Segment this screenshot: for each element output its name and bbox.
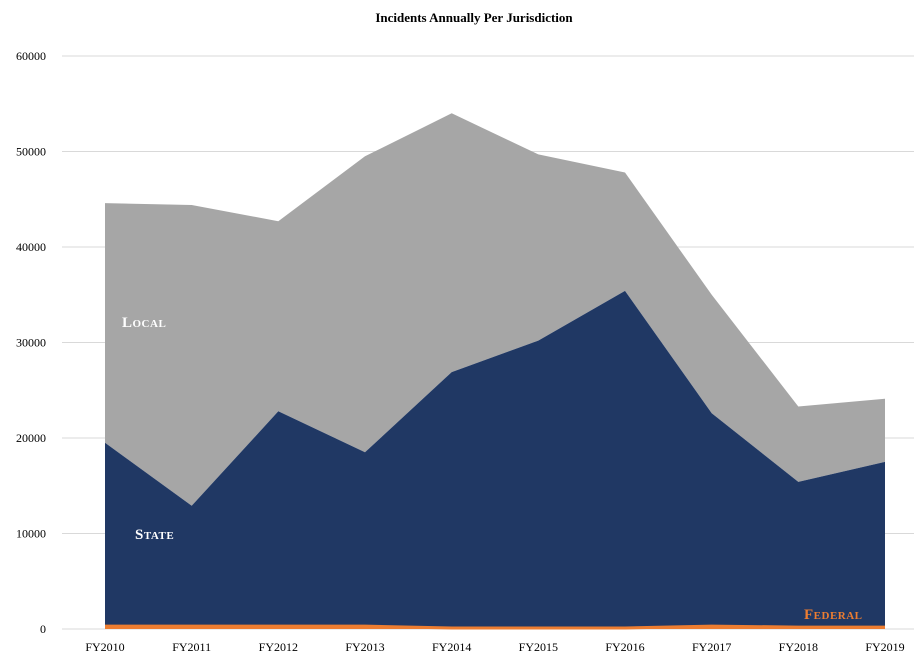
x-tick-label: FY2016 [605, 640, 644, 654]
x-tick-label: FY2010 [85, 640, 124, 654]
y-axis-ticks: 0 10000 20000 30000 40000 50000 60000 [16, 49, 46, 636]
y-tick-label: 50000 [16, 145, 46, 159]
x-tick-label: FY2017 [692, 640, 731, 654]
x-tick-label: FY2019 [865, 640, 904, 654]
series-label-state: State [135, 527, 174, 543]
x-tick-label: FY2012 [259, 640, 298, 654]
line-federal [105, 624, 885, 630]
y-tick-label: 10000 [16, 527, 46, 541]
area-state [105, 290, 885, 628]
series-label-local: Local [122, 315, 166, 331]
chart-title: Incidents Annually Per Jurisdiction [375, 10, 573, 25]
x-axis-ticks: FY2010 FY2011 FY2012 FY2013 FY2014 FY2015 FY20… [85, 640, 904, 654]
y-tick-label: 20000 [16, 431, 46, 445]
series-labels: Local State Federal [122, 315, 863, 623]
x-tick-label: FY2014 [432, 640, 471, 654]
x-tick-label: FY2013 [345, 640, 384, 654]
area-local [105, 113, 885, 506]
y-tick-label: 30000 [16, 336, 46, 350]
x-tick-label: FY2018 [779, 640, 818, 654]
y-tick-label: 0 [40, 622, 46, 636]
y-tick-label: 60000 [16, 49, 46, 63]
y-tick-label: 40000 [16, 240, 46, 254]
x-tick-label: FY2011 [172, 640, 211, 654]
series-label-federal: Federal [804, 607, 863, 623]
area-series [105, 113, 885, 630]
x-tick-label: FY2015 [519, 640, 558, 654]
